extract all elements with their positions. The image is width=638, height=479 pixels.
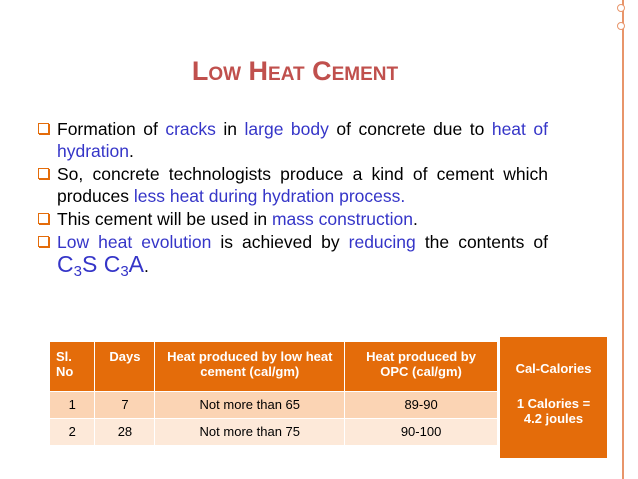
table-row: 2 28 Not more than 75 90-100 xyxy=(50,417,498,445)
table-cell: 7 xyxy=(94,390,156,418)
bullet: This cement will be used in mass constru… xyxy=(36,208,548,230)
note-box: Cal-Calories 1 Calories = 4.2 joules xyxy=(500,337,607,458)
table-cell: 89-90 xyxy=(344,390,498,418)
note-text: 1 Calories = 4.2 joules xyxy=(516,396,591,426)
edge-line xyxy=(622,0,624,479)
text-segment: . xyxy=(413,209,418,229)
text-segment: the contents of xyxy=(415,232,548,252)
header-row: Sl. No Days Heat produced by low heat ceme… xyxy=(50,342,498,391)
bullet-marker xyxy=(38,168,49,179)
bullet: So, concrete technologists produce a kin… xyxy=(36,163,548,207)
bullet-marker xyxy=(38,236,49,247)
text-segment: is achieved by xyxy=(211,232,349,252)
bullet: Formation of cracks in large body of con… xyxy=(36,118,548,162)
text-segment: of concrete due to xyxy=(328,119,492,139)
text-segment: Formation of xyxy=(57,119,166,139)
text-segment: A xyxy=(128,251,144,277)
text-segment: 3 xyxy=(73,263,82,280)
text-segment: . xyxy=(144,256,149,276)
text-segment: This cement will be used in xyxy=(57,209,272,229)
header-cell: Days xyxy=(94,342,156,391)
bullet: Low heat evolution is achieved by reduci… xyxy=(36,231,548,280)
text-segment: in xyxy=(215,119,245,139)
table-cell: 2 xyxy=(50,417,96,445)
table-cell: Not more than 75 xyxy=(154,417,346,445)
table: Sl. No Days Heat produced by low heat ceme… xyxy=(50,342,498,445)
text-segment: mass construction xyxy=(271,209,413,229)
text-segment: 3 xyxy=(120,263,129,280)
text-segment: heat of hydration xyxy=(57,119,548,161)
text-segment: reducing xyxy=(348,232,416,252)
table-cell: 1 xyxy=(50,390,96,418)
ornament xyxy=(617,22,625,30)
header-cell: Heat produced by low heat cement (cal/gm… xyxy=(154,342,346,391)
text-segment: . xyxy=(129,141,134,161)
header-cell: Sl. No xyxy=(50,342,96,391)
text-segment: less heat during hydration process. xyxy=(133,186,406,206)
ornament xyxy=(617,4,625,12)
table-cell: 28 xyxy=(94,417,156,445)
bullet-marker xyxy=(38,213,49,224)
bullet-marker xyxy=(38,123,49,134)
note-title: Cal-Calories xyxy=(515,361,592,376)
table-cell: Not more than 65 xyxy=(154,390,346,418)
bullet-list: Formation of cracks in large body of con… xyxy=(36,118,548,280)
text-segment: cracks xyxy=(165,119,216,139)
header-cell: Heat produced by OPC (cal/gm) xyxy=(344,342,498,391)
text-segment: Low heat evolution xyxy=(57,232,212,252)
text-segment: C xyxy=(57,251,74,277)
text-segment: S C xyxy=(81,251,121,277)
table-cell: 90-100 xyxy=(344,417,498,445)
title: Low Heat Cement xyxy=(191,56,399,86)
text-segment: large body xyxy=(244,119,329,139)
table-row: 1 7 Not more than 65 89-90 xyxy=(50,390,498,418)
text-segment: So, concrete technologists produce a kin… xyxy=(57,164,548,206)
